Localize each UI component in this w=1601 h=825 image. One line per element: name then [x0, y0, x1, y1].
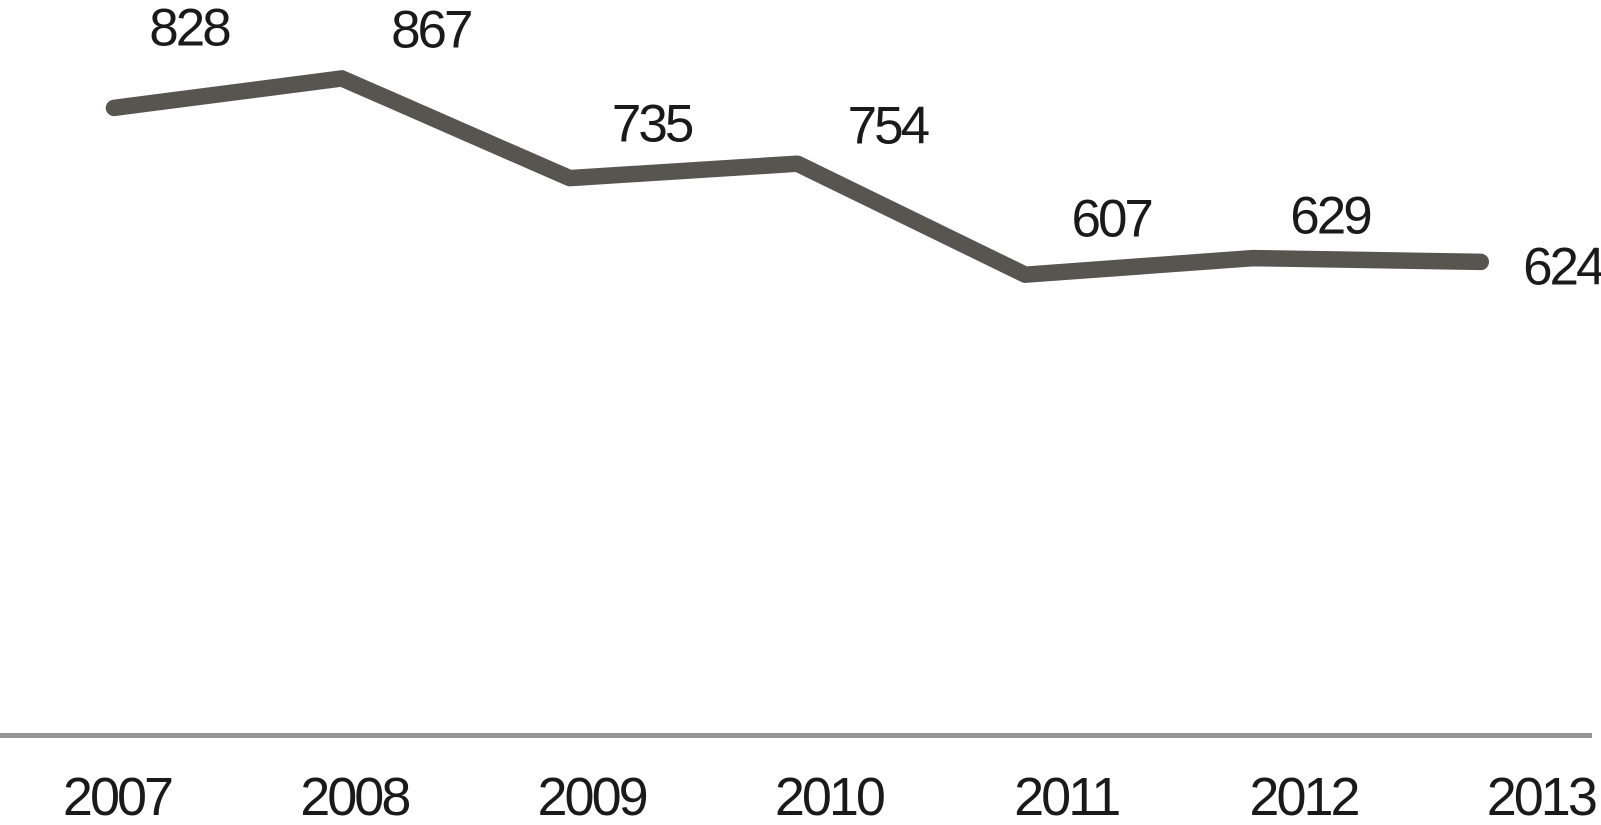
x-tick-2008: 2008	[300, 767, 411, 825]
x-tick-2009: 2009	[537, 767, 649, 825]
x-tick-2010: 2010	[774, 767, 886, 825]
data-label-2013: 624	[1523, 237, 1601, 297]
x-tick-2013: 2013	[1486, 767, 1598, 825]
data-label-2011: 607	[1071, 189, 1153, 249]
x-tick-2011: 2011	[1014, 767, 1121, 825]
data-label-2008: 867	[391, 0, 473, 60]
data-label-2012: 629	[1290, 186, 1372, 246]
trend-line	[105, 70, 1490, 283]
data-label-2010: 754	[847, 96, 930, 156]
data-label-2007: 828	[149, 0, 231, 58]
data-label-2009: 735	[611, 94, 694, 154]
x-tick-2012: 2012	[1249, 767, 1360, 825]
x-tick-2007: 2007	[62, 767, 174, 825]
